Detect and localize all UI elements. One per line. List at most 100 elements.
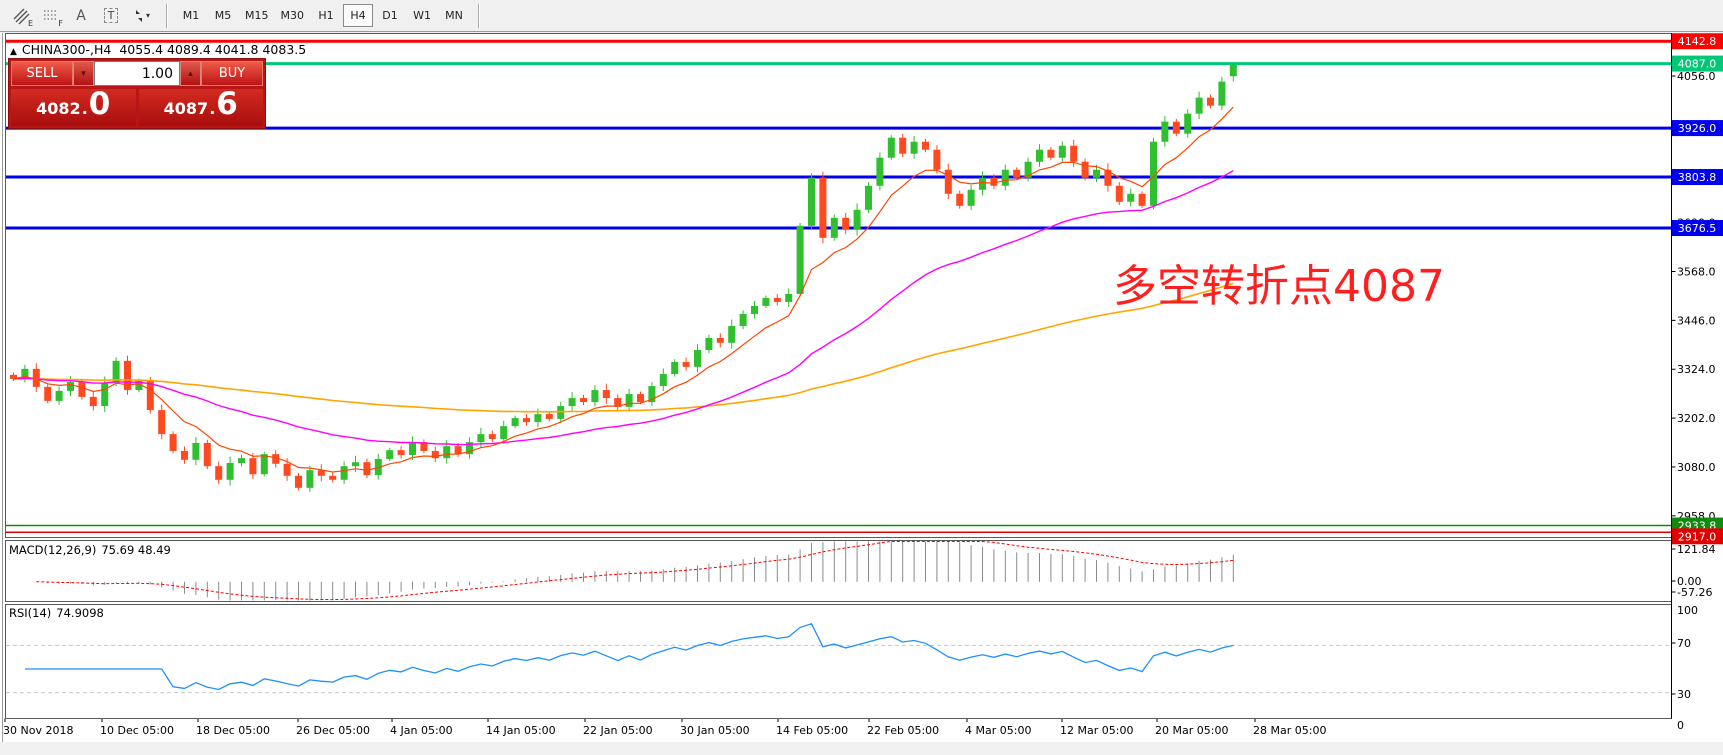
price-tick-label: 3080.0: [1677, 461, 1716, 474]
macd-axis-label: 0.00: [1677, 575, 1702, 588]
candle-body: [431, 450, 439, 459]
candle-body: [979, 177, 986, 190]
macd-name: MACD(12,26,9): [9, 543, 97, 557]
candle-body: [1172, 121, 1180, 134]
trade-panel-prices: 4082 . 0 4087 . 6: [11, 89, 263, 126]
candle-body: [1161, 121, 1169, 142]
chart-title: ▲ CHINA300-,H4 4055.4 4089.4 4041.8 4083.5: [10, 42, 306, 57]
candle-body: [340, 466, 348, 480]
candle-body: [1138, 193, 1146, 206]
candle-body: [614, 398, 622, 407]
candle-body: [78, 382, 86, 397]
indicator-lines-icon[interactable]: E: [8, 4, 34, 28]
rsi-name: RSI(14): [9, 606, 52, 620]
timeframe-button-h1[interactable]: H1: [311, 4, 341, 27]
candle-body: [819, 177, 827, 238]
time-axis-label: 22 Feb 05:00: [867, 724, 939, 737]
text-box-icon[interactable]: T: [98, 4, 124, 28]
candle-body: [682, 362, 690, 367]
toolbar: E F A T ▾ M1 M5 M15 M30 H1 H4 D1 W1 MN: [0, 0, 1723, 32]
sell-price-main: 4082: [36, 99, 81, 118]
volume-increase-button[interactable]: ▲: [180, 61, 201, 86]
candle-body: [796, 225, 804, 294]
grid-f-icon[interactable]: F: [38, 4, 64, 28]
timeframe-button-m15[interactable]: M15: [240, 4, 274, 27]
candle-body: [363, 462, 371, 475]
volume-decrease-button[interactable]: ▼: [73, 61, 94, 86]
timeframe-button-m5[interactable]: M5: [208, 4, 238, 27]
timeframe-button-d1[interactable]: D1: [375, 4, 405, 27]
timeframe-button-m30[interactable]: M30: [276, 4, 310, 27]
candle-body: [158, 410, 166, 435]
candle-body: [1081, 161, 1089, 178]
sell-price[interactable]: 4082 . 0: [11, 89, 136, 126]
buy-price-dot: .: [209, 99, 216, 118]
collapse-arrow-icon[interactable]: ▲: [10, 47, 17, 57]
candle-body: [500, 426, 508, 439]
buy-price-big-digit: 6: [216, 86, 238, 122]
candle-body: [409, 442, 416, 455]
sell-price-big-digit: 0: [88, 86, 111, 122]
candle-body: [728, 325, 736, 343]
candle-body: [694, 350, 701, 367]
candle-body: [386, 450, 394, 459]
price-badge-4087.0: [1672, 55, 1723, 72]
timeframe-button-mn[interactable]: MN: [439, 4, 469, 27]
time-axis-label: 22 Jan 05:00: [583, 724, 653, 737]
buy-price[interactable]: 4087 . 6: [138, 86, 263, 126]
symbol-period-label: CHINA300-,H4: [21, 42, 112, 57]
sell-button[interactable]: SELL: [11, 61, 73, 86]
candle-body: [488, 434, 496, 439]
candle-body: [1195, 97, 1203, 114]
timeframe-button-h4[interactable]: H4: [343, 4, 373, 27]
candle-body: [226, 462, 234, 480]
candle-body: [739, 313, 747, 326]
letter-a-icon: A: [76, 7, 86, 24]
price-badge-3803.8: [1672, 169, 1723, 186]
price-badge-3676.5: [1672, 220, 1723, 237]
arrow-tools-icon[interactable]: ▾: [128, 4, 154, 28]
letter-t-icon: T: [103, 8, 119, 23]
timeframe-button-w1[interactable]: W1: [407, 4, 437, 27]
candle-body: [637, 394, 644, 403]
candle-body: [101, 382, 109, 407]
price-badge-2917.0: [1672, 528, 1723, 545]
candle-body: [55, 390, 63, 401]
macd-signal-line: [36, 541, 1234, 601]
candle-body: [420, 442, 428, 451]
macd-values: 75.69 48.49: [101, 543, 171, 557]
volume-input[interactable]: [94, 61, 180, 86]
time-axis-label: 30 Nov 2018: [3, 724, 73, 737]
candle-body: [1013, 169, 1021, 178]
rsi-line: [24, 623, 1234, 691]
time-axis-label: 18 Dec 05:00: [196, 724, 270, 737]
icon-sub-label: F: [58, 18, 63, 28]
sell-price-dot: .: [81, 99, 88, 118]
candle-body: [44, 386, 52, 401]
candle-body: [1093, 169, 1100, 178]
candle-body: [169, 434, 177, 451]
candle-body: [477, 434, 485, 443]
candle-body: [557, 406, 565, 419]
price-badge-4142.8: [1672, 33, 1723, 50]
candle-body: [272, 454, 280, 464]
text-label-icon[interactable]: A: [68, 4, 94, 28]
candle-body: [1058, 145, 1066, 158]
candle-body: [146, 380, 154, 411]
price-badge-label: 4142.8: [1678, 35, 1717, 48]
rsi-axis-label: 0: [1677, 719, 1684, 732]
candle-body: [1024, 161, 1032, 178]
candle-body: [842, 217, 850, 230]
time-axis: 30 Nov 2018 10 Dec 05:00 18 Dec 05:00 26 De…: [3, 718, 1326, 737]
candle-body: [260, 454, 268, 475]
macd-histogram: [35, 541, 1234, 601]
time-axis-label: 4 Mar 05:00: [965, 724, 1031, 737]
time-axis-label: 14 Jan 05:00: [486, 724, 556, 737]
chart-text-annotation: 多空转折点4087: [1113, 261, 1445, 312]
candle-body: [773, 297, 781, 302]
ma-slow-line: [13, 282, 1234, 413]
timeframe-button-m1[interactable]: M1: [176, 4, 206, 27]
candle-body: [990, 177, 998, 186]
buy-button[interactable]: BUY: [201, 61, 263, 86]
